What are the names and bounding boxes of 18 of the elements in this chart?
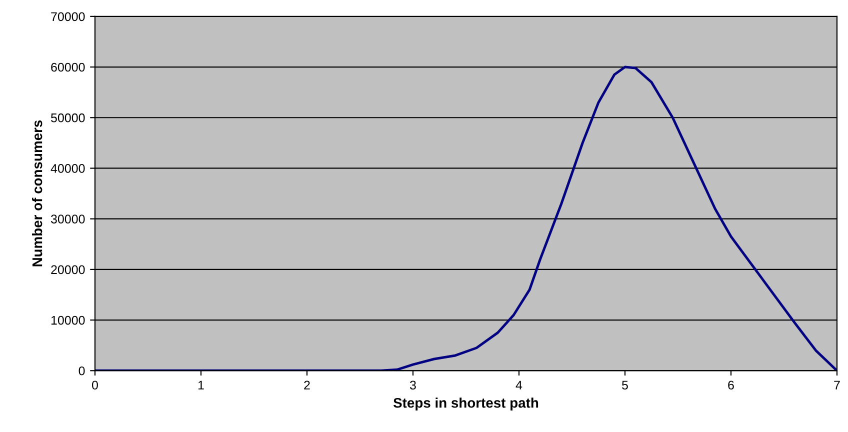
y-tick-label: 20000 (51, 265, 85, 274)
x-tick-label: 5 (622, 380, 628, 390)
y-tick-label: 60000 (51, 62, 85, 72)
y-axis-title: Number of consumers (32, 120, 42, 266)
y-tick-label: 40000 (50, 164, 85, 173)
x-tick-label: 7 (834, 380, 840, 390)
x-tick-label: 4 (516, 380, 522, 390)
y-tick-label: 10000 (51, 316, 85, 325)
x-tick-label: 2 (304, 380, 310, 390)
x-tick-label: 0 (92, 380, 98, 390)
y-tick-label: 50000 (51, 113, 85, 122)
y-tick-label: 0 (78, 366, 85, 376)
y-tick-label: 70000 (51, 12, 85, 22)
y-tick-label: 30000 (50, 214, 85, 224)
x-tick-label: 1 (198, 380, 204, 390)
x-tick-label: 6 (728, 380, 734, 390)
x-axis-title: Steps in shortest path (393, 398, 538, 411)
x-tick-label: 3 (410, 380, 416, 390)
